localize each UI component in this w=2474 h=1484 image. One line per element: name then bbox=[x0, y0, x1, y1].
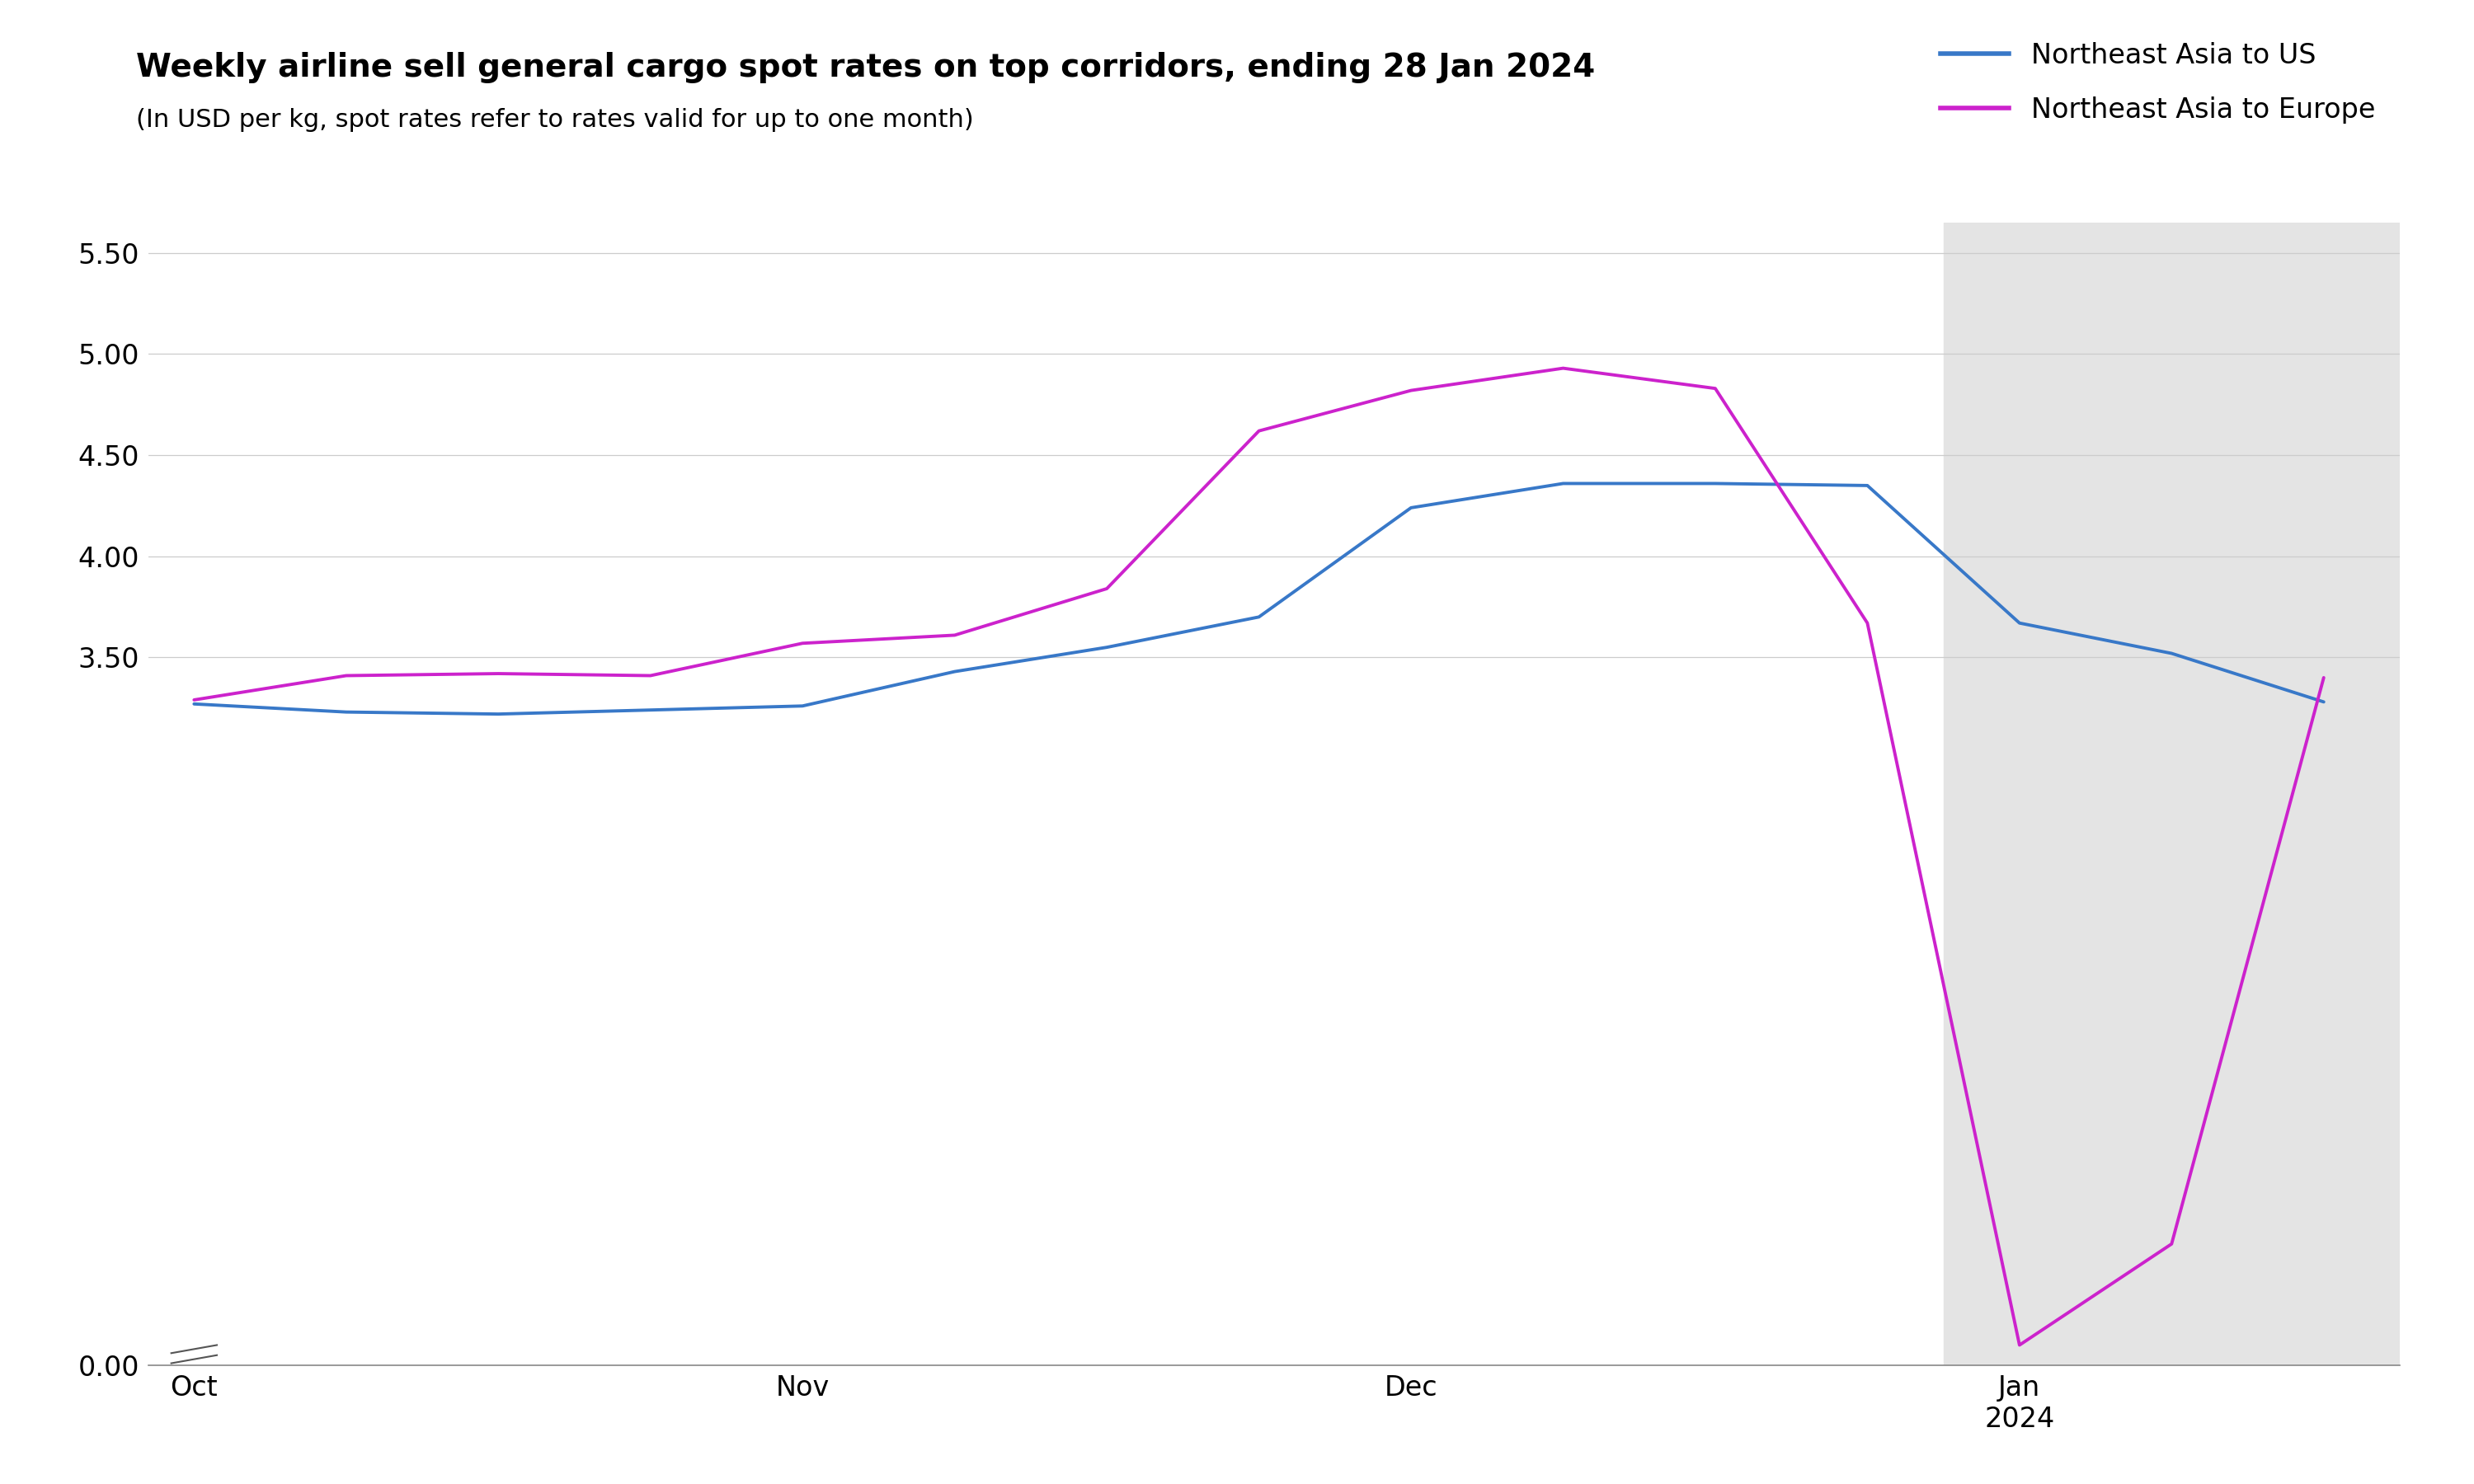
Bar bbox=[1945, 223, 2400, 1365]
Legend: Northeast Asia to US, Northeast Asia to Europe: Northeast Asia to US, Northeast Asia to … bbox=[1930, 31, 2385, 135]
Text: Weekly airline sell general cargo spot rates on top corridors, ending 28 Jan 202: Weekly airline sell general cargo spot r… bbox=[136, 52, 1596, 83]
Text: (In USD per kg, spot rates refer to rates valid for up to one month): (In USD per kg, spot rates refer to rate… bbox=[136, 108, 975, 132]
